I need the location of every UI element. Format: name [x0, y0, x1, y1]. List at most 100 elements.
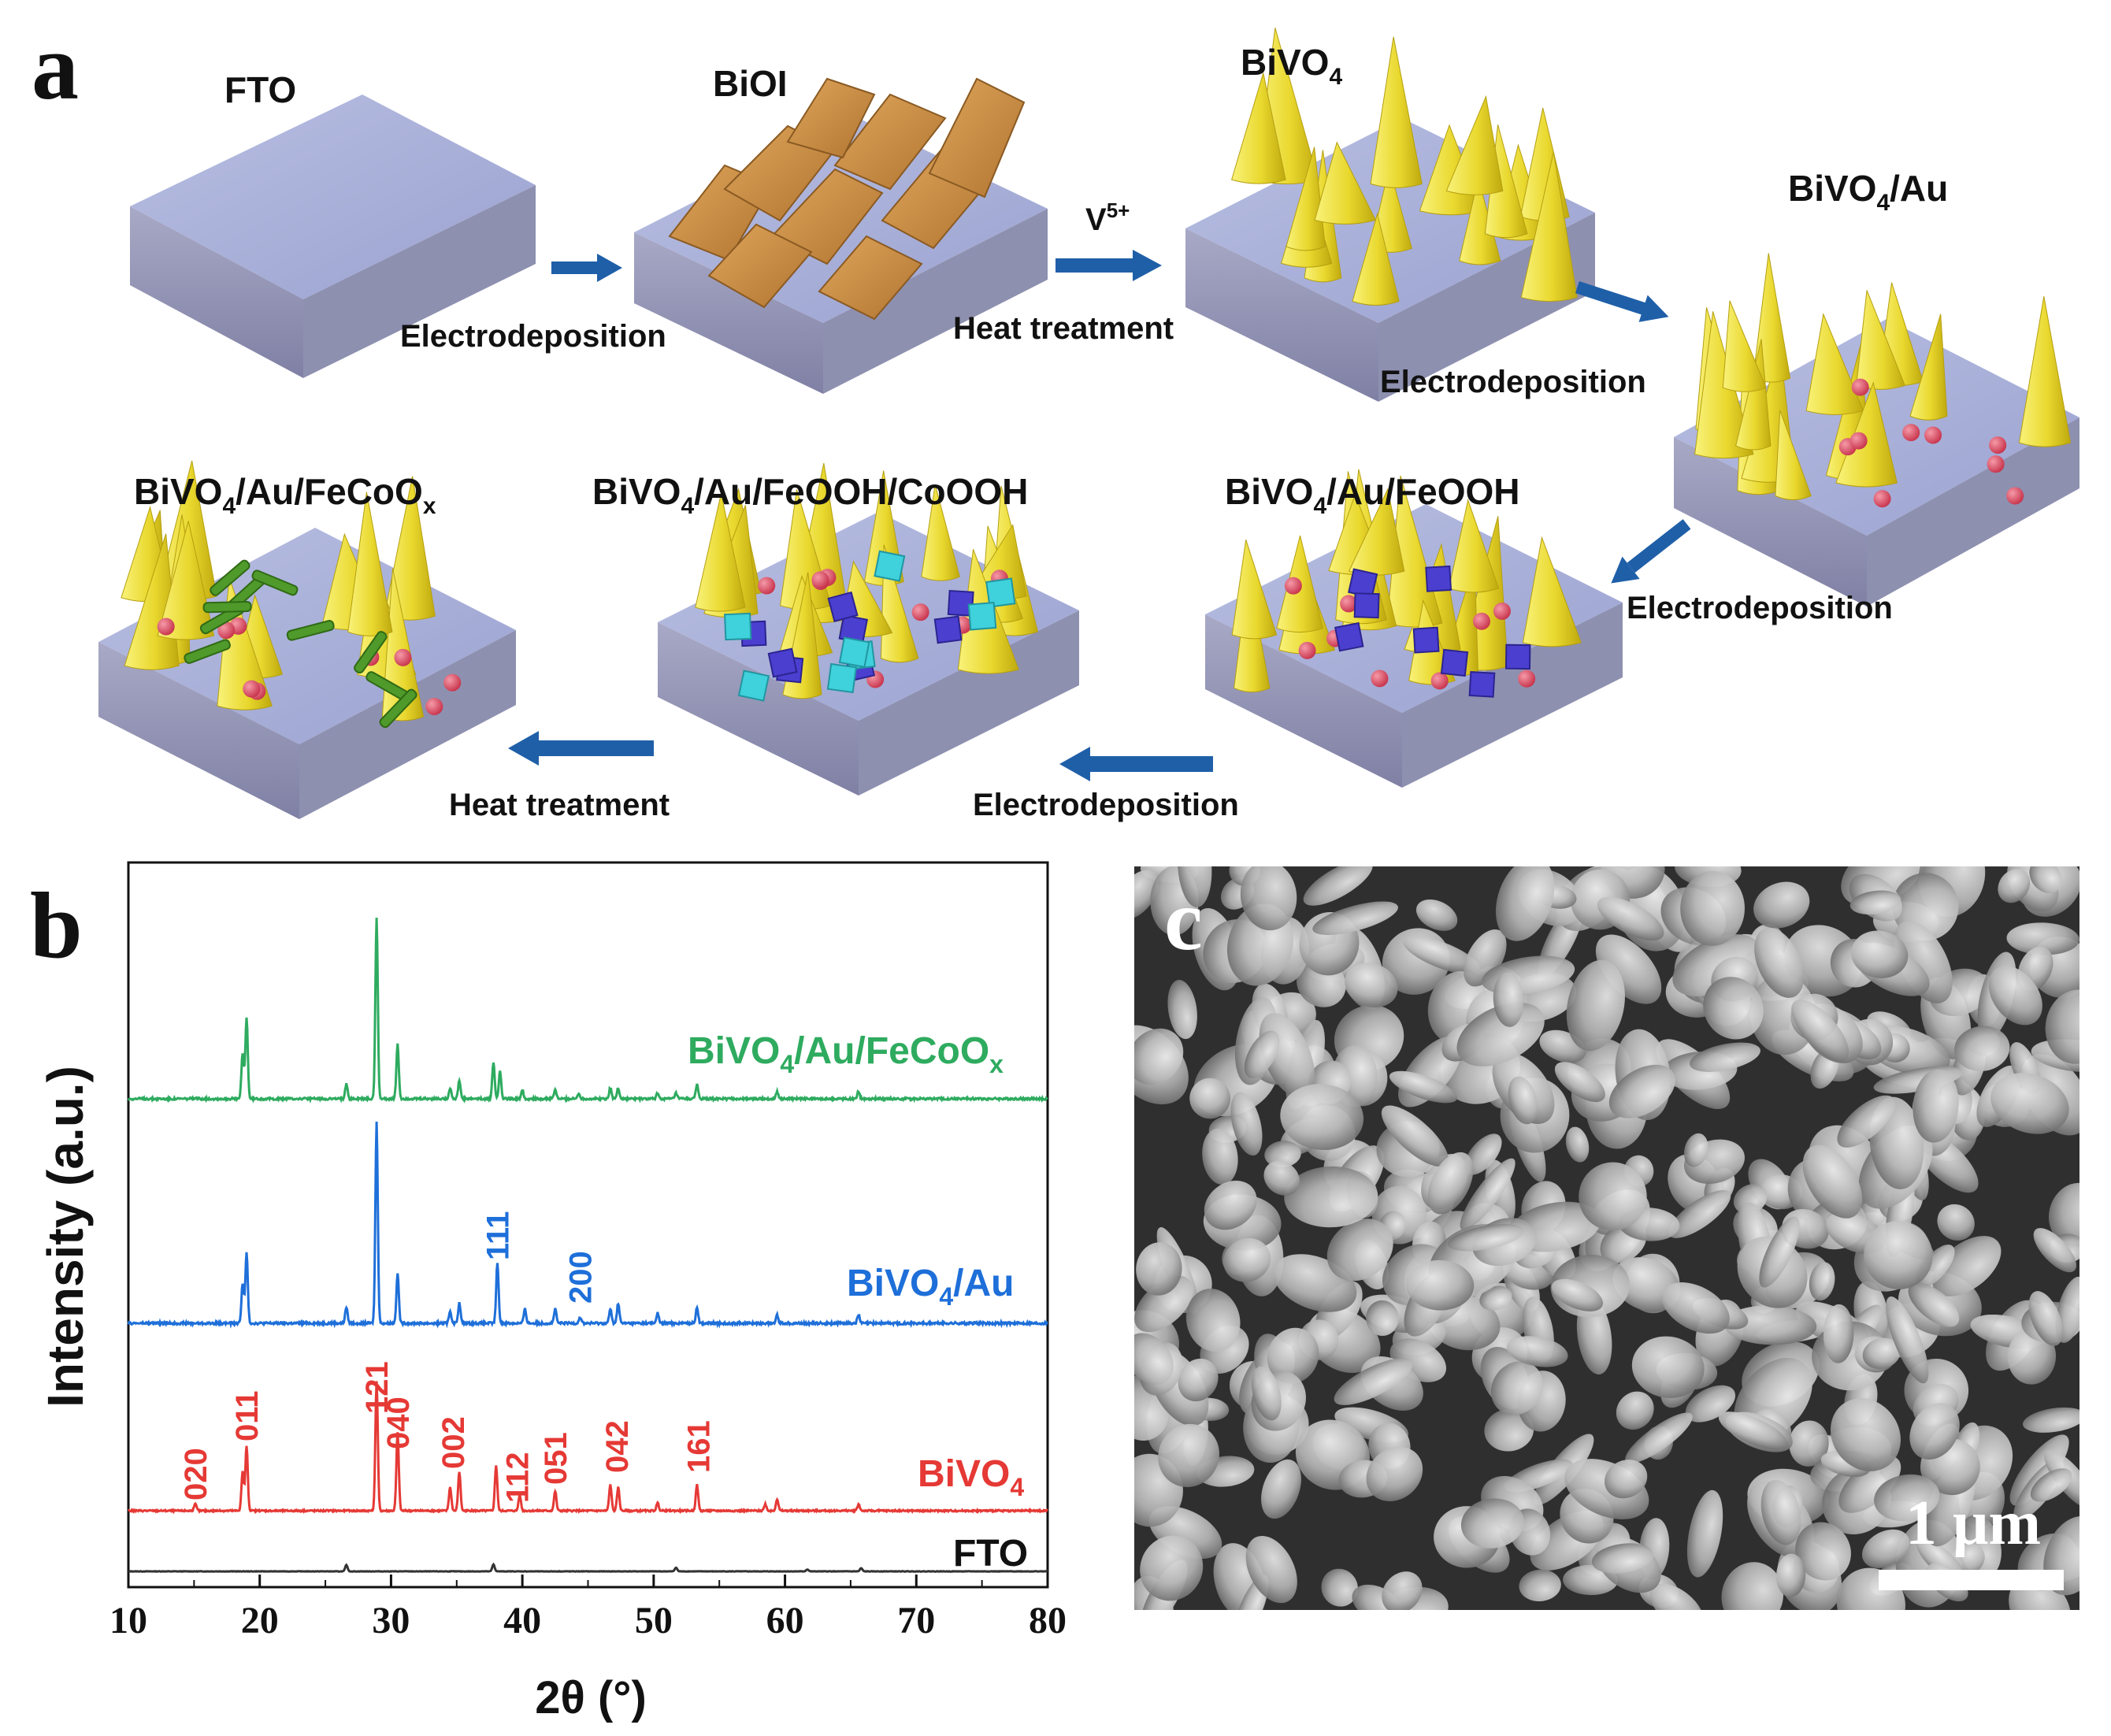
feooh-cube — [1440, 648, 1469, 677]
scale-bar-label: 1 μm — [1905, 1489, 2041, 1558]
bivo4-cone — [1231, 540, 1278, 640]
sem-grain — [1267, 1327, 1319, 1384]
sem-grain — [1245, 1535, 1297, 1604]
arrow-1 — [551, 254, 622, 282]
sem-grain — [1551, 1278, 1604, 1311]
legend-fecoox: BiVO4/Au/FeCoOx — [688, 1030, 1004, 1078]
sem-grain — [1303, 866, 1373, 906]
sem-grain — [1649, 1583, 1704, 1610]
bivo4-cone — [1775, 410, 1812, 500]
au-nanoparticle — [1989, 436, 2007, 454]
sem-grain — [1680, 870, 1745, 946]
au-nanoparticle — [443, 673, 462, 692]
sem-grain — [1616, 1391, 1654, 1430]
au-nanoparticle — [811, 571, 829, 589]
fecoox-rod — [379, 688, 417, 729]
bivo4-cone — [2018, 296, 2072, 447]
feooh-cube — [1504, 644, 1531, 670]
process-arrows — [508, 250, 1691, 781]
step-electrodeposition-2: Electrodeposition — [1380, 365, 1646, 399]
fecoox-rod — [251, 569, 299, 596]
sem-grain — [2033, 1228, 2076, 1273]
sem-grain — [1838, 1456, 1901, 1513]
sem-grain — [1661, 1282, 1730, 1334]
sem-grain — [1263, 1160, 1300, 1196]
sem-grain — [1284, 1166, 1378, 1228]
step-electrodeposition-1: Electrodeposition — [400, 319, 666, 354]
sem-grain — [1791, 1000, 1849, 1062]
sem-grain — [1382, 1571, 1423, 1610]
sem-grain — [1802, 1144, 1863, 1219]
bivo4-cone — [1352, 212, 1400, 306]
stage-title-bioi: BiOI — [713, 63, 788, 104]
series-line-bivo4 — [127, 1381, 1049, 1515]
sem-grain — [1223, 1237, 1271, 1282]
sem-grain — [1240, 866, 1297, 931]
hkl-label-bivo4: 002 — [436, 1416, 471, 1469]
au-nanoparticle — [1493, 602, 1511, 620]
sem-grain — [1988, 966, 2042, 1026]
stage-title-fto: FTO — [224, 69, 296, 110]
series-labels: BiVO4/Au/FeCoOx BiVO4/Au BiVO4 FTO — [688, 1030, 1028, 1575]
sem-grain — [1456, 1002, 1545, 1066]
bioi-nanosheets — [668, 77, 1026, 321]
sem-grain — [1886, 1296, 1929, 1384]
sem-grain — [1595, 934, 1662, 1004]
sem-grain — [2006, 922, 2079, 955]
fecoox-rod — [210, 559, 250, 596]
sem-grain — [1490, 1361, 1543, 1415]
legend-bivo4-au: BiVO4/Au — [847, 1263, 1014, 1311]
legend-fto: FTO — [953, 1533, 1028, 1575]
stage-title-bivo4-au-feooh: BiVO4/Au/FeOOH — [1225, 471, 1520, 519]
sem-grain — [1789, 1420, 1829, 1467]
sem-grain — [1204, 1180, 1257, 1230]
sem-grain — [1683, 1133, 1708, 1167]
bivo4-cone — [1445, 95, 1504, 195]
sem-grain — [1690, 1042, 1760, 1072]
fecoox-rod — [202, 601, 252, 614]
sem-grain — [1775, 1553, 1806, 1597]
panel-b-label: b — [30, 873, 83, 977]
sem-grain — [2030, 1468, 2072, 1502]
sem-grain — [1733, 1184, 1768, 1215]
feooh-cube — [1412, 626, 1440, 654]
sem-grain — [1861, 1529, 1910, 1568]
sem-grain — [1830, 1398, 1901, 1471]
sem-grain — [1908, 1282, 1960, 1327]
stage-title-bivo4: BiVO4 — [1241, 42, 1342, 90]
sem-grain — [1760, 1479, 1801, 1545]
au-nanoparticle — [425, 697, 443, 715]
bivo4-cone — [1448, 499, 1500, 593]
plot-frame — [127, 861, 1049, 1589]
sem-grain — [1484, 1408, 1534, 1452]
sem-grain — [1703, 977, 1764, 1040]
sem-grain — [1759, 1216, 1800, 1288]
sem-grain — [1554, 1062, 1605, 1103]
panel-c-label: c — [1164, 872, 1203, 968]
sem-grain — [1321, 1568, 1358, 1607]
sem-grain — [1916, 1245, 1955, 1289]
sem-grain — [2048, 1182, 2079, 1245]
arrow-3 — [1575, 280, 1669, 322]
step-heat-treatment-1: Heat treatment — [953, 311, 1174, 346]
sem-grain — [1686, 1489, 1723, 1578]
sem-grain — [1230, 1092, 1263, 1156]
sem-grain — [1403, 936, 1480, 974]
cocatalyst-particles — [157, 378, 2024, 729]
bivo4-cone — [1520, 151, 1578, 302]
sem-grain — [2023, 1407, 2079, 1433]
hkl-label-bivo4: 040 — [381, 1397, 416, 1449]
sem-grain — [2028, 1291, 2063, 1346]
substrate-fto — [130, 95, 536, 378]
sem-grain — [1608, 1064, 1675, 1118]
sem-grain — [1937, 1204, 1975, 1241]
sem-grain — [1134, 1028, 1184, 1085]
hkl-label-bivo4: 042 — [600, 1420, 635, 1473]
sem-grain — [1605, 1460, 1648, 1499]
hkl-label-bivo4: 011 — [230, 1390, 265, 1441]
au-nanoparticle — [1902, 424, 1920, 442]
sem-grain — [1625, 1412, 1693, 1463]
sem-grain — [1178, 1358, 1219, 1402]
x-tick-label: 30 — [372, 1600, 410, 1641]
bivo4-cone — [1230, 72, 1286, 184]
